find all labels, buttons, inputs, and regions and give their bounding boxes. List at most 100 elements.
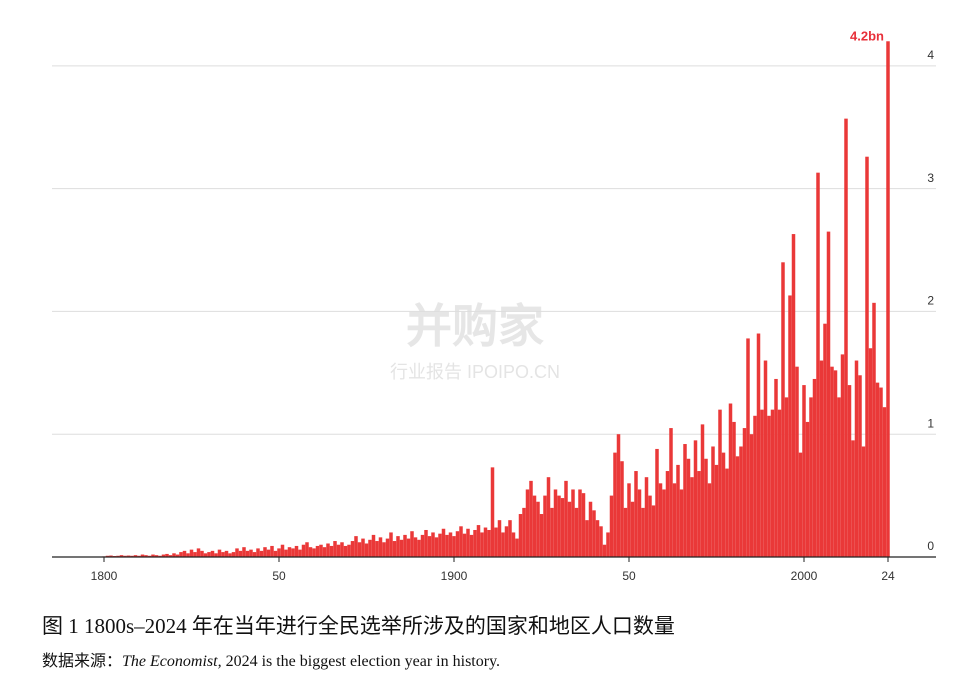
bar (336, 544, 341, 557)
bar (403, 534, 407, 557)
bar (350, 541, 355, 557)
bar (382, 542, 386, 557)
y-tick-label: 4 (927, 48, 934, 62)
bar (487, 529, 491, 557)
bar (126, 555, 131, 557)
chart: 并购家 行业报告 IPOIPO.CN 0 1 2 3 4 4.2bn 1800 50 1900 5… (52, 29, 936, 583)
bar (165, 553, 169, 557)
bar (263, 547, 267, 557)
bar (217, 549, 222, 557)
bar (511, 532, 516, 557)
bar (224, 550, 229, 557)
bar (375, 541, 379, 557)
watermark-sub: 行业报告 IPOIPO.CN (390, 362, 560, 382)
bar (427, 536, 432, 557)
bar (672, 483, 677, 557)
bar (858, 375, 862, 557)
bar (116, 555, 120, 557)
bar (347, 544, 351, 557)
bar (854, 360, 859, 557)
bar (119, 555, 124, 557)
bar (501, 532, 505, 557)
bar (648, 495, 652, 557)
bar (424, 529, 428, 557)
bar (420, 534, 425, 557)
bar (161, 554, 166, 557)
bar (438, 533, 442, 557)
bar (252, 552, 257, 557)
bar (378, 537, 383, 557)
bar (690, 477, 694, 557)
bar (739, 446, 743, 557)
bar (742, 428, 747, 557)
bar (651, 505, 656, 557)
bar (158, 555, 162, 557)
bar (154, 555, 159, 557)
bar (840, 354, 845, 557)
bar (536, 501, 540, 557)
x-tick-label: 1800 (91, 569, 118, 583)
bar (413, 537, 418, 557)
bar (658, 483, 663, 557)
watermark-brand: 并购家 (406, 300, 544, 352)
bar (280, 544, 285, 557)
x-tick-label: 50 (272, 569, 286, 583)
bar (662, 489, 666, 557)
bar (872, 302, 876, 557)
bar (581, 493, 586, 557)
bar (578, 489, 582, 557)
bar (886, 41, 890, 558)
bar (319, 544, 323, 557)
bar (627, 483, 631, 557)
x-tick-label: 1900 (441, 569, 468, 583)
bar (560, 498, 565, 557)
bar (816, 172, 820, 558)
bar (805, 421, 810, 557)
bar (679, 489, 684, 557)
bar (298, 549, 302, 557)
bar (259, 550, 264, 557)
bar (284, 549, 288, 557)
bar (431, 532, 435, 557)
source: 数据来源：The Economist, 2024 is the biggest … (42, 647, 500, 671)
bar (809, 397, 813, 557)
bar (361, 538, 365, 557)
caption: 图 1 1800s–2024 年在当年进行全民选举所涉及的国家和地区人口数量 (42, 614, 675, 638)
bar (837, 397, 841, 557)
bar (105, 555, 110, 557)
bar (182, 550, 187, 557)
bar (532, 495, 537, 557)
bar (343, 545, 348, 557)
bar (266, 549, 271, 557)
bar (189, 549, 194, 557)
bar (144, 555, 148, 557)
x-tick-label: 50 (622, 569, 636, 583)
bar (490, 467, 495, 557)
bar (291, 548, 295, 557)
bar (655, 448, 659, 557)
source-publication: The Economist, (122, 653, 222, 670)
bar (151, 554, 155, 557)
bar (623, 507, 628, 557)
bar (315, 545, 320, 557)
bar (557, 495, 561, 557)
bar (462, 533, 467, 557)
bar (683, 444, 687, 557)
bar (441, 528, 446, 557)
bar (497, 520, 502, 557)
bar (371, 534, 376, 557)
bar (676, 464, 680, 557)
bar (518, 514, 523, 557)
bar (228, 553, 232, 557)
bar (585, 520, 589, 557)
bar (312, 548, 316, 557)
bar (861, 446, 866, 557)
x-tick-label: 2000 (791, 569, 818, 583)
bar (137, 555, 141, 557)
bar (700, 424, 705, 557)
bar (735, 456, 740, 557)
y-tick-label: 1 (927, 416, 934, 430)
bar (473, 529, 477, 557)
bar (770, 409, 775, 557)
